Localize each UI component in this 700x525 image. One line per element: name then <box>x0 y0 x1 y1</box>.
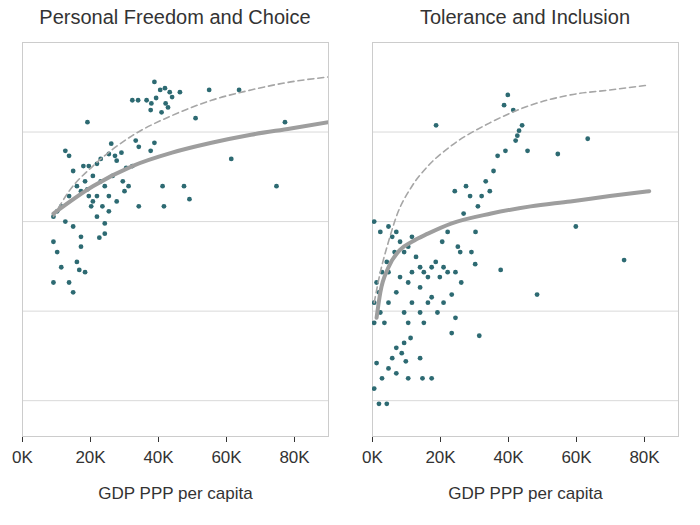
svg-text:0K: 0K <box>12 448 33 467</box>
svg-text:80K: 80K <box>279 448 310 467</box>
svg-text:20K: 20K <box>425 448 456 467</box>
svg-text:GDP PPP per capita: GDP PPP per capita <box>98 484 253 503</box>
html-text:Personal Freedom and Choice: Personal Freedom and Choice <box>39 6 311 28</box>
svg-text:60K: 60K <box>561 448 592 467</box>
svg-text:40K: 40K <box>493 448 524 467</box>
html-text:Tolerance and Inclusion: Tolerance and Inclusion <box>419 6 631 28</box>
svg-text:40K: 40K <box>143 448 174 467</box>
svg-text:60K: 60K <box>211 448 242 467</box>
svg-text:0K: 0K <box>362 448 383 467</box>
svg-text:GDP PPP per capita: GDP PPP per capita <box>448 484 603 503</box>
svg-text:20K: 20K <box>75 448 106 467</box>
svg-text:80K: 80K <box>629 448 660 467</box>
